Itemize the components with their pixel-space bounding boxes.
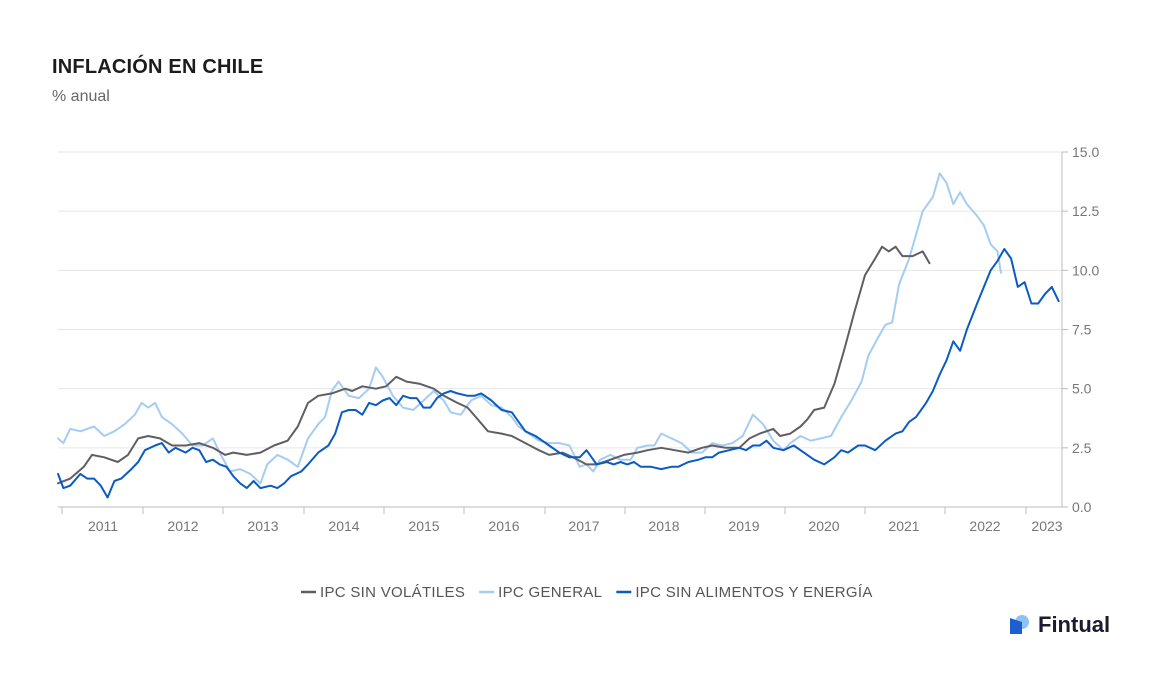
x-tick-label: 2015	[408, 518, 439, 534]
x-tick-label: 2016	[488, 518, 519, 534]
x-tick-label: 2012	[167, 518, 198, 534]
y-tick-label: 7.5	[1072, 322, 1092, 338]
x-tick-label: 2017	[568, 518, 599, 534]
x-tick-label: 2023	[1031, 518, 1062, 534]
x-tick-label: 2022	[969, 518, 1000, 534]
legend: IPC SIN VOLÁTILES IPC GENERAL IPC SIN ALIM…	[301, 584, 872, 601]
legend-label-1: IPC GENERAL	[498, 584, 602, 601]
brand-logo: Fintual	[1008, 612, 1110, 638]
series-line-1	[57, 172, 1002, 485]
chart-title: INFLACIÓN EN CHILE	[52, 56, 264, 78]
y-tick-label: 12.5	[1072, 203, 1099, 219]
legend-label-0: IPC SIN VOLÁTILES	[320, 584, 465, 601]
series-line-0	[57, 245, 931, 485]
chart-subtitle: % anual	[52, 88, 110, 105]
y-tick-label: 5.0	[1072, 381, 1092, 397]
series-line-2	[57, 248, 1060, 499]
x-tick-label: 2021	[888, 518, 919, 534]
x-tick-label: 2011	[88, 518, 118, 534]
y-tick-label: 10.0	[1072, 262, 1099, 278]
y-tick-label: 0.0	[1072, 499, 1092, 515]
gridlines	[58, 151, 1062, 508]
x-tick-label: 2013	[247, 518, 278, 534]
legend-label-2: IPC SIN ALIMENTOS Y ENERGÍA	[635, 584, 872, 601]
y-tick-label: 15.0	[1072, 144, 1099, 160]
x-tick-label: 2014	[328, 518, 359, 534]
fintual-logo-icon	[1010, 615, 1029, 634]
series-lines	[57, 172, 1060, 499]
x-axis: 2011 2012 2013 2014 2015 2016 2017 2018 2019 2020…	[61, 507, 1063, 534]
x-tick-label: 2019	[728, 518, 759, 534]
y-axis: 0.0 2.5 5.0 7.5 10.0 12.5 15.0	[1061, 144, 1099, 515]
x-tick-label: 2020	[808, 518, 839, 534]
y-tick-label: 2.5	[1072, 440, 1092, 456]
x-tick-label: 2018	[648, 518, 679, 534]
brand-name: Fintual	[1038, 612, 1111, 637]
